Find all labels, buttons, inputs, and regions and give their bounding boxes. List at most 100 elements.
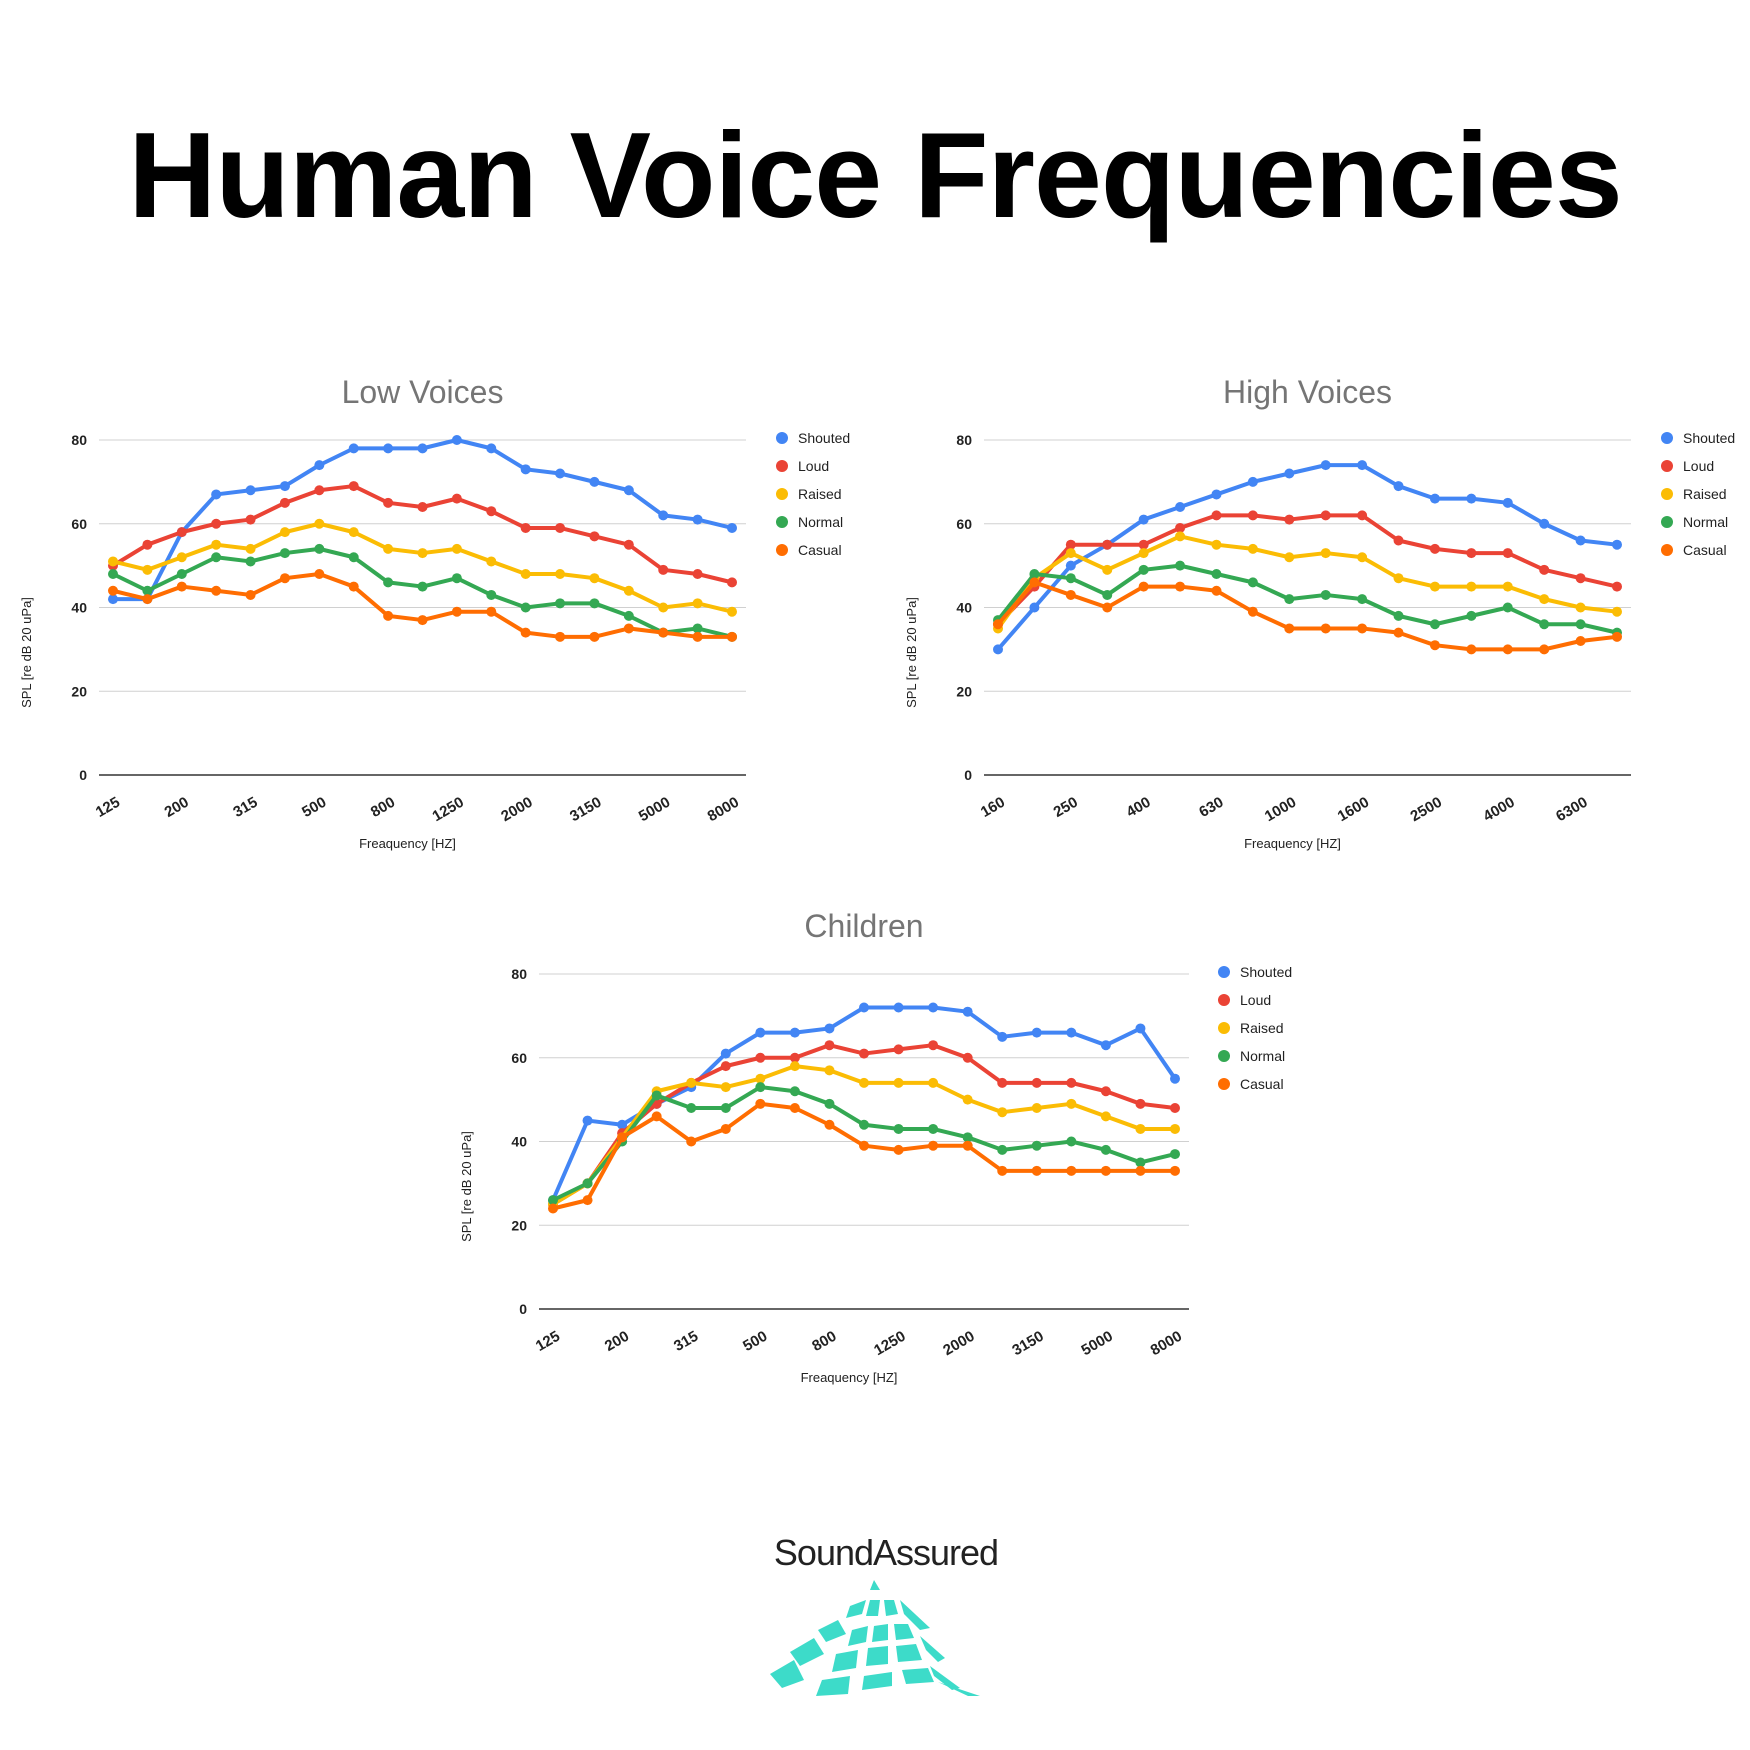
data-point	[1466, 610, 1477, 621]
data-point	[1357, 552, 1368, 563]
data-point	[279, 548, 290, 559]
x-tick-label: 800	[809, 1328, 839, 1355]
data-point	[1029, 569, 1040, 579]
data-point	[486, 606, 497, 617]
data-point	[1502, 548, 1513, 559]
series-line	[113, 438, 733, 602]
data-point	[1138, 514, 1149, 525]
data-point	[142, 539, 153, 550]
data-point	[1575, 535, 1586, 546]
data-point	[1247, 606, 1258, 617]
data-point	[824, 1119, 835, 1130]
chart-high-voices: High Voices 0 20 40 60 80 160 250 400 630 1000 1600…	[904, 374, 1735, 851]
data-point	[623, 623, 634, 634]
data-point	[548, 1195, 558, 1206]
data-point	[1429, 493, 1440, 504]
data-point	[1100, 1144, 1111, 1155]
y-tick-label: 60	[956, 516, 972, 532]
data-point	[314, 485, 325, 496]
data-point	[582, 1115, 593, 1126]
data-point	[859, 1119, 869, 1130]
data-point	[893, 1144, 904, 1155]
data-point	[623, 485, 634, 496]
series-casual	[108, 569, 737, 642]
y-axis-label: SPL [re dB 20 uPa]	[459, 1131, 474, 1242]
data-point	[824, 1040, 835, 1051]
legend-label: Casual	[1683, 542, 1727, 558]
x-tick-label: 5000	[1078, 1328, 1115, 1359]
x-tick-label: 3150	[1009, 1328, 1046, 1359]
data-point	[1320, 623, 1331, 634]
data-point	[451, 435, 462, 445]
data-point	[1031, 1165, 1042, 1176]
data-point	[555, 468, 566, 479]
x-tick-label: 160	[978, 794, 1008, 821]
data-point	[1466, 644, 1477, 655]
x-tick-label: 5000	[636, 794, 673, 825]
data-point	[486, 589, 497, 600]
data-point	[211, 552, 222, 563]
data-point	[1612, 606, 1622, 617]
data-point	[1502, 581, 1513, 592]
series-line	[996, 563, 1618, 635]
data-point	[108, 556, 118, 567]
data-point	[176, 552, 187, 563]
data-point	[1170, 1149, 1180, 1160]
data-point	[451, 573, 462, 584]
x-axis-label: Freaquency [HZ]	[1244, 836, 1341, 851]
x-axis-label: Freaquency [HZ]	[359, 836, 456, 851]
data-point	[1466, 581, 1477, 592]
series-normal	[548, 1082, 1180, 1206]
data-point	[1575, 619, 1586, 630]
chart-low-voices: Low Voices 0 20 40 60 80 125 200 315 500 800 1250 20…	[19, 374, 850, 851]
data-point	[859, 1002, 869, 1013]
data-point	[589, 598, 600, 609]
x-tick-label: 200	[602, 1328, 632, 1355]
data-point	[755, 1027, 766, 1038]
data-point	[893, 1044, 904, 1055]
data-point	[1100, 1086, 1111, 1097]
data-point	[658, 602, 669, 613]
series-shouted	[108, 435, 737, 605]
legend-label: Raised	[798, 486, 842, 502]
data-point	[1539, 594, 1550, 605]
data-point	[962, 1140, 973, 1151]
data-point	[1320, 589, 1331, 600]
data-point	[417, 443, 428, 454]
data-point	[348, 552, 359, 563]
data-point	[1466, 548, 1477, 559]
data-point	[1393, 535, 1404, 546]
data-point	[1357, 594, 1368, 605]
data-point	[589, 573, 600, 584]
data-point	[1031, 1140, 1042, 1151]
data-point	[108, 569, 118, 579]
data-point	[211, 539, 222, 550]
legend-label: Loud	[1240, 992, 1271, 1008]
x-tick-label: 1600	[1335, 794, 1372, 825]
data-point	[486, 506, 497, 517]
data-point	[1502, 602, 1513, 613]
data-point	[245, 556, 256, 567]
legend-marker	[1218, 1078, 1230, 1090]
data-point	[1211, 489, 1222, 500]
data-point	[789, 1086, 800, 1097]
data-point	[1502, 644, 1513, 655]
data-point	[176, 581, 187, 592]
data-point	[417, 581, 428, 592]
y-tick-label: 0	[79, 767, 87, 783]
data-point	[720, 1048, 731, 1059]
data-point	[1102, 589, 1113, 600]
series-loud	[108, 481, 737, 588]
legend-marker	[1218, 994, 1230, 1006]
data-point	[1100, 1165, 1111, 1176]
y-tick-label: 80	[71, 432, 87, 448]
data-point	[279, 481, 290, 492]
series-casual	[548, 1098, 1180, 1214]
data-point	[279, 497, 290, 508]
y-tick-label: 40	[511, 1134, 527, 1150]
x-tick-label: 3150	[567, 794, 604, 825]
data-point	[727, 606, 737, 617]
data-point	[1135, 1123, 1146, 1134]
brand-name: SoundAssured	[773, 1532, 999, 1573]
data-point	[962, 1132, 973, 1143]
